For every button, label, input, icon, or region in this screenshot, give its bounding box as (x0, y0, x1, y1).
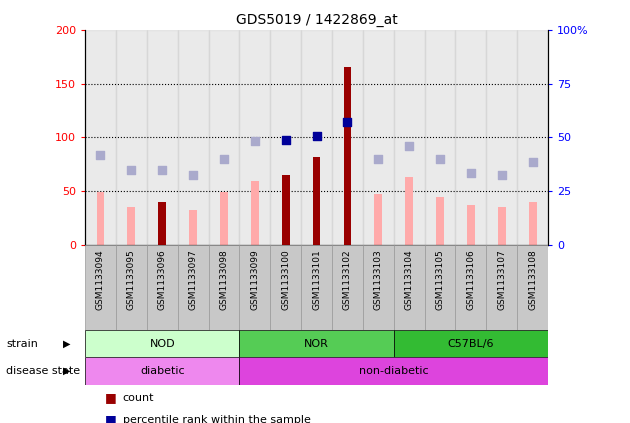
Bar (455, 30, 486, 245)
Point (96, 151, 106, 158)
Bar (209, 245, 239, 330)
Bar (394, 30, 425, 245)
Text: GSM1133108: GSM1133108 (528, 250, 537, 310)
Bar (178, 245, 209, 330)
Bar (127, 206, 135, 245)
Bar (425, 245, 455, 330)
Text: ■: ■ (105, 413, 116, 423)
Text: ■: ■ (105, 391, 116, 404)
Bar (394, 245, 425, 330)
Bar (209, 30, 239, 245)
Bar (178, 30, 209, 245)
Bar (239, 30, 270, 245)
Text: NOD: NOD (149, 339, 175, 349)
Point (343, 119, 353, 126)
Point (312, 133, 322, 140)
Bar (158, 202, 166, 245)
Text: GSM1133099: GSM1133099 (250, 250, 260, 310)
Text: ▶: ▶ (63, 339, 71, 349)
Text: disease state: disease state (6, 366, 81, 376)
Point (158, 167, 168, 173)
Bar (96, 192, 105, 245)
Bar (85, 30, 116, 245)
Point (249, 137, 260, 144)
Bar (189, 210, 197, 245)
Bar (147, 30, 178, 245)
Point (126, 167, 137, 173)
Bar (85, 330, 239, 357)
Text: GSM1133096: GSM1133096 (158, 250, 167, 310)
Bar (220, 192, 228, 245)
Bar (239, 330, 394, 357)
Point (404, 143, 415, 149)
Bar (312, 157, 321, 245)
Text: GSM1133101: GSM1133101 (312, 250, 321, 310)
Bar (332, 245, 363, 330)
Point (496, 172, 507, 179)
Point (281, 136, 291, 143)
Bar (486, 245, 517, 330)
Bar (147, 245, 178, 330)
Bar (436, 197, 444, 245)
Bar (374, 194, 382, 245)
Bar (270, 245, 301, 330)
Bar (251, 181, 259, 245)
Bar (363, 30, 394, 245)
Bar (517, 245, 548, 330)
Text: strain: strain (6, 339, 38, 349)
Bar (116, 30, 147, 245)
Text: NOR: NOR (304, 339, 329, 349)
Bar (517, 30, 548, 245)
Bar (239, 357, 548, 385)
Bar (394, 330, 548, 357)
Text: GSM1133097: GSM1133097 (188, 250, 198, 310)
Point (373, 156, 383, 162)
Bar (363, 245, 394, 330)
Bar (529, 202, 537, 245)
Point (219, 156, 229, 162)
Point (527, 159, 537, 166)
Text: GSM1133094: GSM1133094 (96, 250, 105, 310)
Bar (486, 30, 517, 245)
Text: GSM1133095: GSM1133095 (127, 250, 136, 310)
Title: GDS5019 / 1422869_at: GDS5019 / 1422869_at (236, 13, 398, 27)
Text: percentile rank within the sample: percentile rank within the sample (123, 415, 311, 423)
Text: GSM1133100: GSM1133100 (281, 250, 290, 310)
Text: non-diabetic: non-diabetic (359, 366, 428, 376)
Bar (301, 245, 332, 330)
Bar (343, 67, 352, 245)
Text: GSM1133107: GSM1133107 (497, 250, 507, 310)
Text: GSM1133098: GSM1133098 (219, 250, 229, 310)
Bar (498, 206, 506, 245)
Point (435, 156, 445, 162)
Text: GSM1133105: GSM1133105 (435, 250, 445, 310)
Bar (85, 357, 239, 385)
Bar (332, 30, 363, 245)
Text: diabetic: diabetic (140, 366, 185, 376)
Point (466, 170, 476, 176)
Bar (405, 177, 413, 245)
Bar (425, 30, 455, 245)
Text: GSM1133106: GSM1133106 (466, 250, 476, 310)
Text: count: count (123, 393, 154, 403)
Text: C57BL/6: C57BL/6 (448, 339, 494, 349)
Bar (85, 245, 116, 330)
Text: GSM1133103: GSM1133103 (374, 250, 383, 310)
Bar (301, 30, 332, 245)
Bar (282, 175, 290, 245)
Text: ▶: ▶ (63, 366, 71, 376)
Text: GSM1133102: GSM1133102 (343, 250, 352, 310)
Bar (455, 245, 486, 330)
Point (188, 172, 198, 179)
Bar (116, 245, 147, 330)
Bar (467, 206, 475, 245)
Bar (270, 30, 301, 245)
Bar (239, 245, 270, 330)
Text: GSM1133104: GSM1133104 (404, 250, 414, 310)
